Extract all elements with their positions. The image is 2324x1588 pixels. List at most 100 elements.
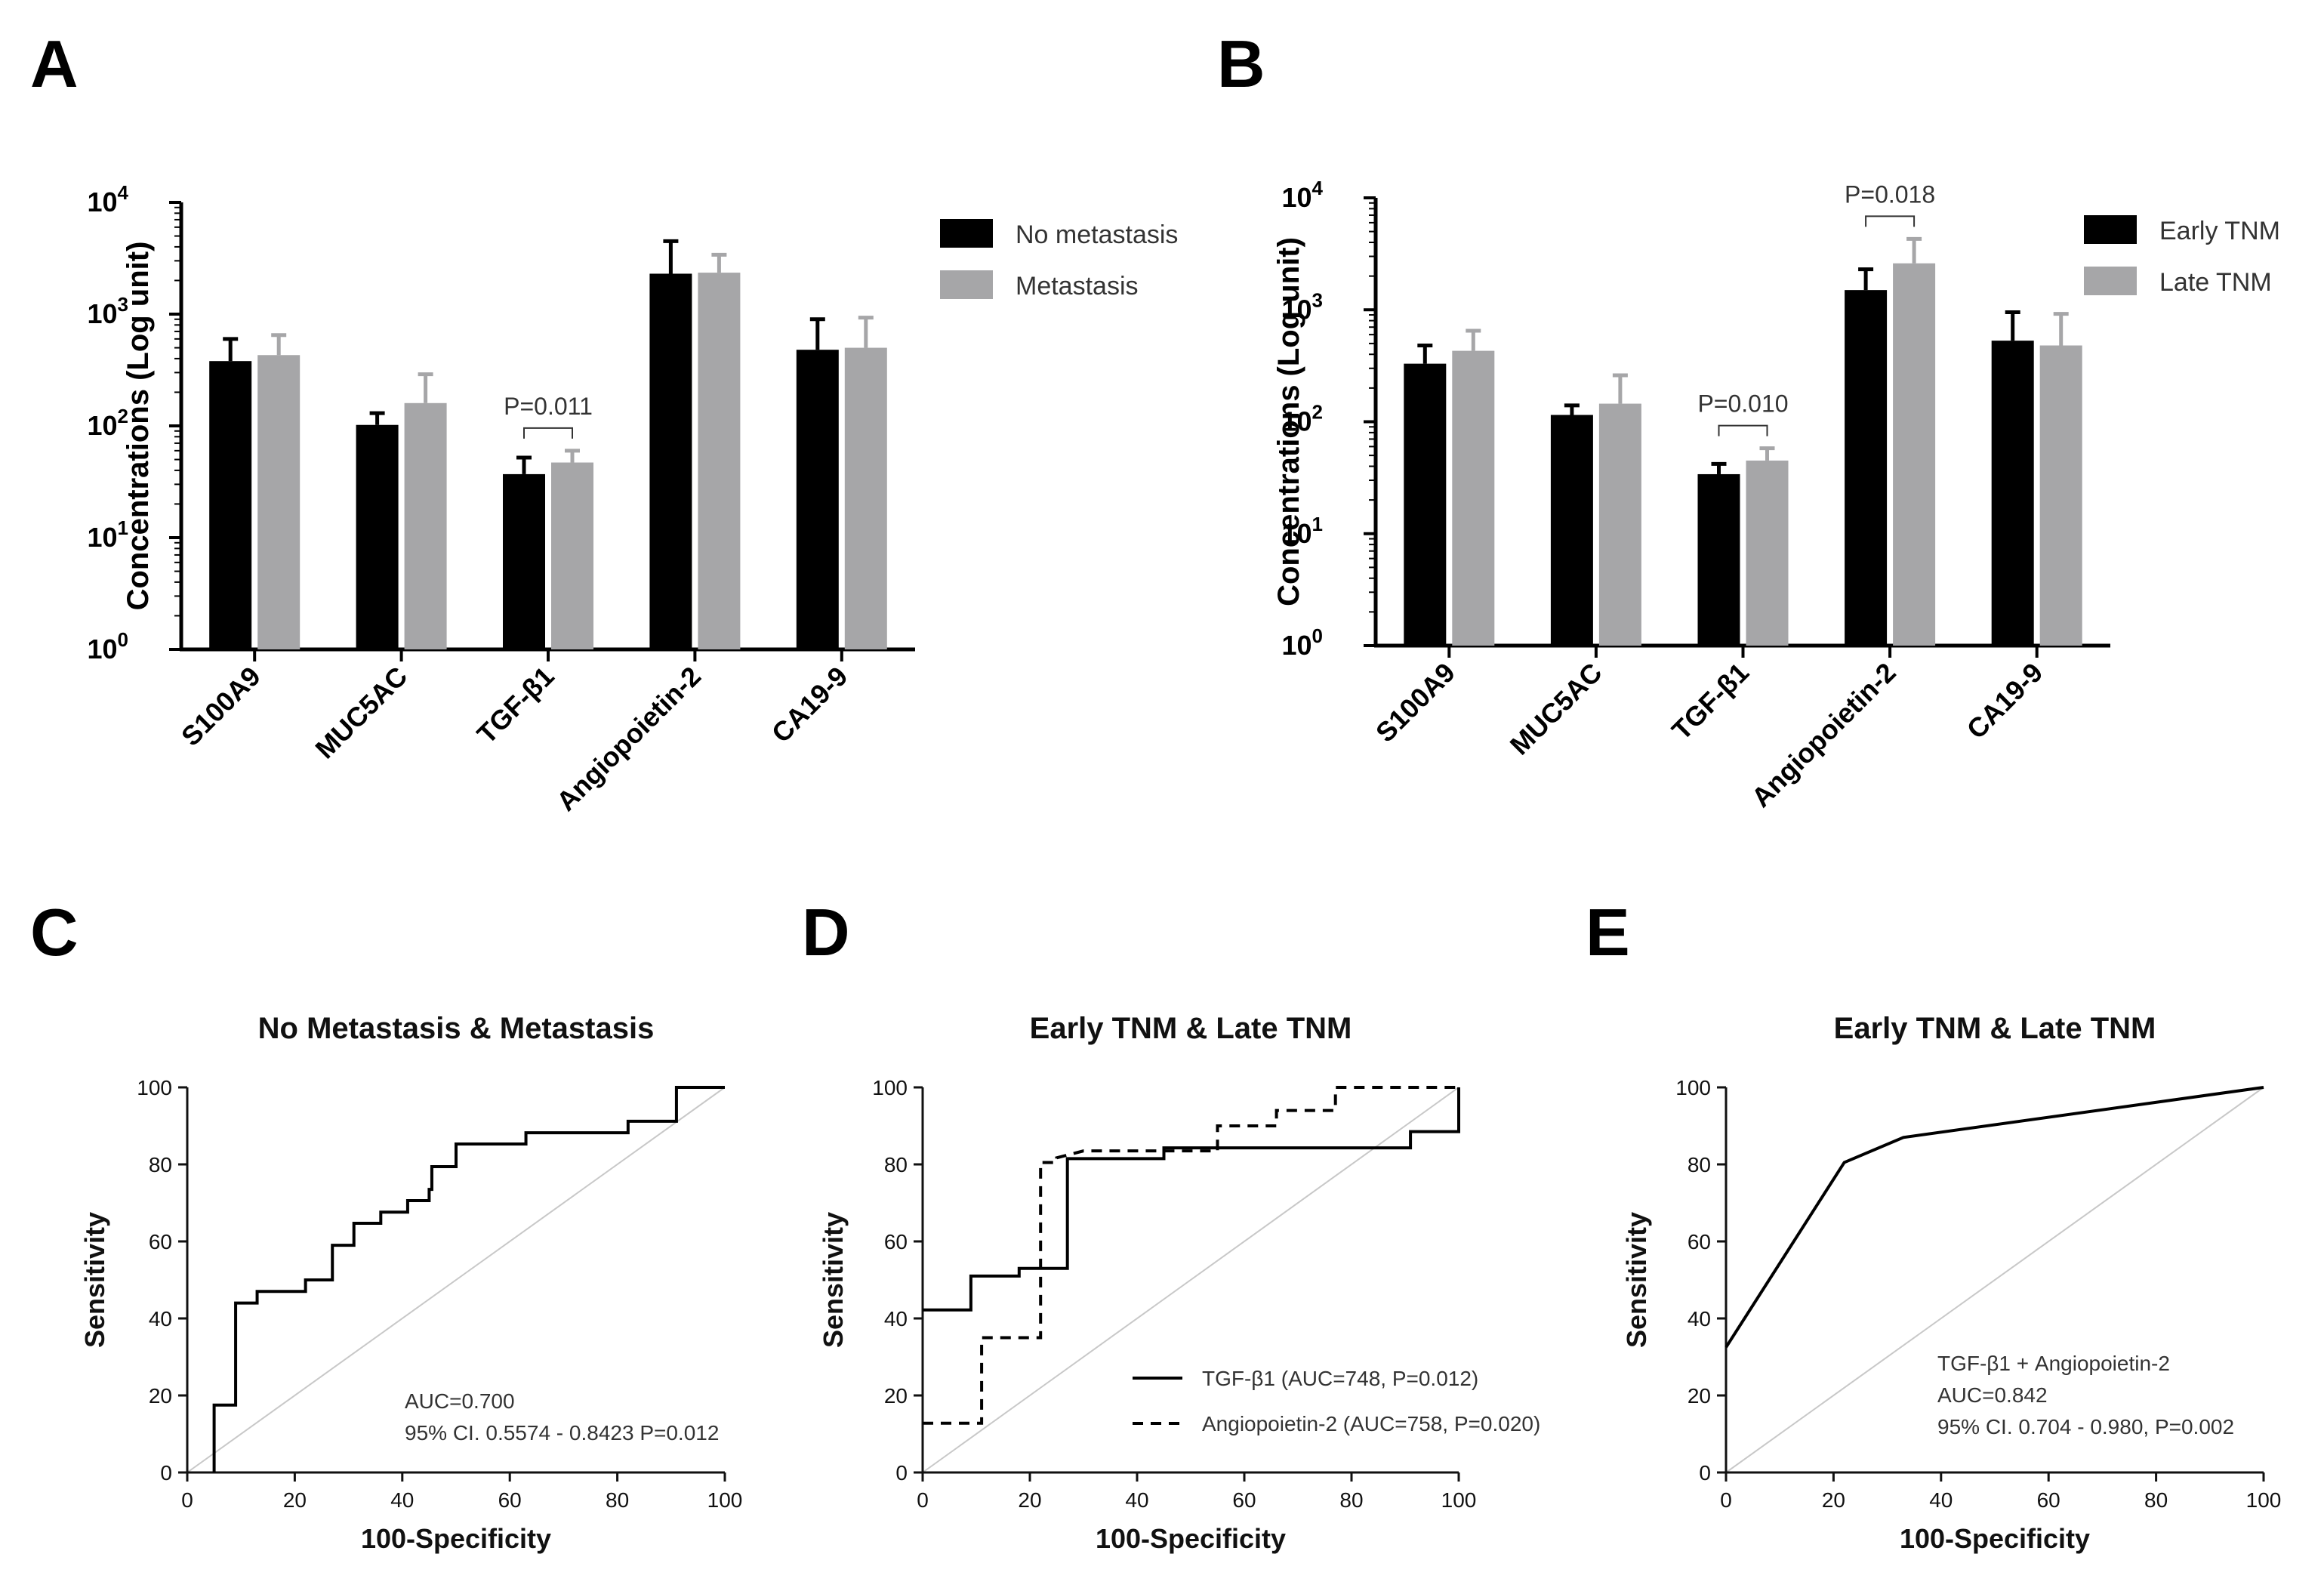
bar-series2 [1452,350,1495,646]
x-tick-label: 80 [2144,1488,2168,1512]
legend-label: Late TNM [2159,268,2272,297]
panel-label-c: C [30,895,79,970]
x-tick-label: 20 [1822,1488,1845,1512]
roc-chart-e: Early TNM & Late TNM 0 20 40 60 80 100 0 20 40 60 8… [1621,1012,2281,1554]
bar-series1 [356,424,399,649]
y-tick-label: 100 [1675,1076,1711,1099]
x-tick-label: 20 [283,1488,307,1512]
y-tick-label: 101 [1281,513,1323,549]
y-tick-base: 10 [87,634,117,664]
y-axis-label: Concentrations (Log unit) [1272,237,1305,606]
bar-series2 [1598,403,1641,646]
chart-title: No Metastasis & Metastasis [258,1012,655,1045]
y-tick-label: 20 [1688,1384,1711,1408]
x-tick-label: 20 [1018,1488,1041,1512]
category-label: CA19-9 [766,661,854,749]
y-tick-label: 101 [87,516,128,553]
x-tick-label: 0 [181,1488,193,1512]
legend-label: No metastasis [1016,220,1178,249]
bar-series2 [551,462,593,649]
y-tick-exponent: 2 [118,405,128,427]
panel-label-e: E [1586,895,1630,970]
y-tick-base: 10 [87,522,117,553]
x-tick-label: 0 [917,1488,929,1512]
y-tick-label: 100 [872,1076,908,1099]
chart-title: Early TNM & Late TNM [1834,1012,2156,1045]
p-value-label: P=0.018 [1845,180,1935,208]
y-tick-base: 10 [87,410,117,441]
bar-series2 [404,402,447,649]
y-tick-base: 10 [87,187,117,217]
y-tick-label: 60 [884,1230,908,1253]
bar-series1 [796,350,839,649]
panel-label-b: B [1217,26,1265,101]
y-tick-base: 10 [87,298,117,329]
y-tick-base: 10 [1281,406,1311,437]
x-tick-label: 60 [2037,1488,2060,1512]
bar-series2 [257,355,301,649]
x-tick-label: 0 [1720,1488,1732,1512]
roc-curve [1725,1086,2264,1349]
y-axis-label: Sensitivity [1621,1212,1652,1348]
y-tick-label: 80 [1688,1153,1711,1176]
y-tick-label: 100 [137,1076,172,1099]
y-tick-base: 10 [1281,294,1311,325]
roc-curve [212,1086,725,1472]
x-tick-label: 100 [1441,1488,1477,1512]
y-axis-label: Concentrations (Log unit) [122,242,155,611]
x-axis-label: 100-Specificity [1096,1523,1286,1554]
legend-label: Metastasis [1016,272,1139,301]
reference-diagonal [922,1087,1459,1473]
y-axis-label: Sensitivity [818,1212,849,1348]
y-tick-exponent: 1 [118,516,128,539]
y-tick-exponent: 2 [1312,401,1323,424]
bar-series1 [209,361,252,649]
y-tick-label: 100 [1281,624,1323,661]
bar-series1 [503,473,545,649]
significance-bracket [1718,424,1768,436]
y-tick-exponent: 3 [1312,288,1323,311]
x-tick-label: 60 [1232,1488,1256,1512]
y-tick-label: 103 [1281,288,1323,325]
y-tick-exponent: 3 [118,293,128,316]
x-tick-label: 40 [1125,1488,1148,1512]
roc-curve-dashed [923,1086,1459,1425]
y-tick-label: 102 [87,405,128,441]
x-tick-label: 100 [707,1488,743,1512]
ci-annotation: 95% CI. 0.5574 - 0.8423 P=0.012 [405,1421,719,1445]
x-tick-label: 100 [2246,1488,2282,1512]
y-tick-exponent: 0 [118,628,128,651]
x-tick-label: 40 [390,1488,414,1512]
bar-series1 [649,273,692,649]
category-label: S100A9 [1370,657,1461,748]
y-axis-label: Sensitivity [79,1212,110,1348]
panel-label-a: A [30,26,79,101]
legend-swatch [940,219,993,248]
legend-swatch [2084,215,2137,244]
y-tick-label: 100 [87,628,128,664]
y-tick-label: 0 [1699,1461,1711,1485]
roc-chart-d: Early TNM & Late TNM 0 20 40 60 80 100 0 20 40 60 8… [818,1012,1476,1554]
bar-series2 [1893,263,1936,646]
category-label: CA19-9 [1961,657,2049,745]
legend-label: Angiopoietin-2 (AUC=758, P=0.020) [1202,1412,1540,1435]
category-label: MUC5AC [309,661,413,765]
y-tick-label: 102 [1281,401,1323,437]
x-tick-label: 80 [1339,1488,1363,1512]
p-value-label: P=0.010 [1697,390,1788,418]
reference-diagonal [186,1087,726,1473]
bar-series2 [1746,460,1789,646]
y-tick-label: 104 [87,181,128,217]
bar-series1 [1404,363,1447,646]
y-tick-label: 60 [1688,1230,1711,1253]
auc-annotation: AUC=0.700 [405,1389,515,1413]
y-tick-label: 20 [884,1384,908,1408]
y-tick-exponent: 4 [1312,177,1324,199]
p-value-label: P=0.011 [504,393,593,420]
x-axis-label: 100-Specificity [361,1523,551,1554]
y-tick-label: 80 [149,1153,172,1176]
y-tick-label: 0 [160,1461,172,1485]
